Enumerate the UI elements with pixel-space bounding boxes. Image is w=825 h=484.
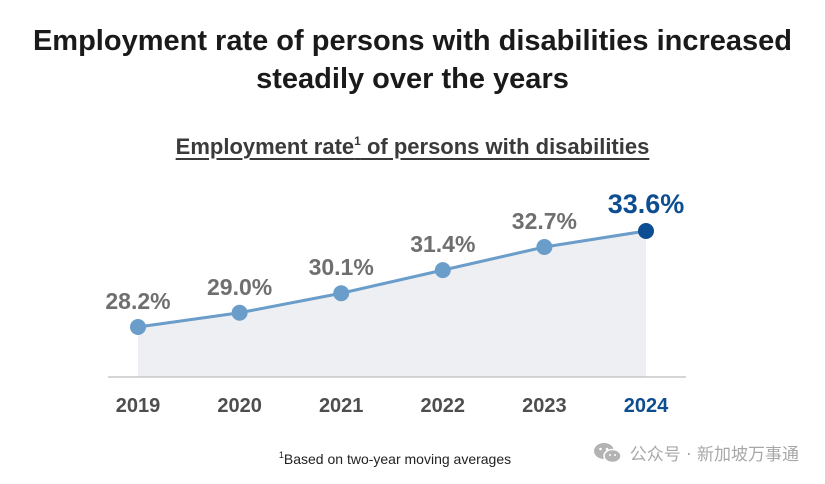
footnote-superscript: 1 bbox=[278, 450, 284, 460]
data-label-2024: 33.6% bbox=[608, 189, 685, 219]
data-label-2023: 32.7% bbox=[512, 208, 577, 234]
data-point-2021 bbox=[333, 285, 350, 302]
data-point-2019 bbox=[130, 319, 146, 335]
chart-title: Employment rate1 of persons with disabil… bbox=[0, 134, 825, 160]
data-label-2019: 28.2% bbox=[105, 288, 170, 314]
x-tick-label-2020: 2020 bbox=[217, 395, 262, 417]
data-point-2024 bbox=[638, 223, 654, 239]
chart-title-suffix: of persons with disabilities bbox=[360, 134, 650, 159]
data-label-2022: 31.4% bbox=[410, 231, 475, 257]
x-tick-label-2022: 2022 bbox=[421, 395, 466, 417]
chart-title-superscript: 1 bbox=[354, 134, 361, 148]
x-tick-label-2023: 2023 bbox=[522, 395, 567, 417]
area-fill bbox=[138, 231, 646, 377]
data-point-2023 bbox=[536, 239, 553, 255]
data-point-2020 bbox=[231, 304, 248, 321]
page-title-line1: Employment rate of persons with disabili… bbox=[32, 25, 793, 57]
x-tick-label-2024: 2024 bbox=[624, 395, 669, 417]
watermark-text: 公众号 · 新加坡万事通 bbox=[629, 445, 799, 465]
data-point-2022 bbox=[434, 262, 451, 279]
series-line bbox=[137, 229, 647, 329]
data-label-2020: 29.0% bbox=[207, 274, 272, 300]
wechat-icon bbox=[593, 442, 622, 463]
page-title: Employment rate of persons with disabili… bbox=[0, 22, 825, 98]
footnote: 1Based on two-year moving averages bbox=[0, 450, 790, 468]
chart-title-main: Employment rate bbox=[175, 134, 355, 159]
data-label-2021: 30.1% bbox=[309, 254, 374, 280]
page-title-line2: steadily over the years bbox=[256, 63, 569, 95]
footnote-text: Based on two-year moving averages bbox=[283, 451, 512, 467]
x-tick-label-2019: 2019 bbox=[116, 395, 161, 417]
watermark: 公众号 · 新加坡万事通 bbox=[593, 440, 799, 465]
x-tick-label-2021: 2021 bbox=[319, 395, 364, 417]
